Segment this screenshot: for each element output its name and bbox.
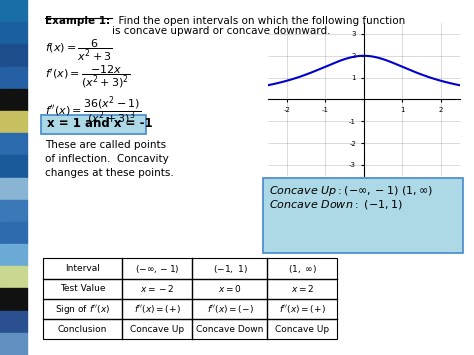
Text: Concave Up: Concave Up — [275, 325, 329, 334]
Text: $(-1,\ 1)$: $(-1,\ 1)$ — [212, 263, 247, 274]
Text: $f'(x) = \dfrac{-12x}{(x^2+3)^2}$: $f'(x) = \dfrac{-12x}{(x^2+3)^2}$ — [45, 64, 130, 90]
Text: $x = 0$: $x = 0$ — [218, 283, 242, 294]
Text: Concave Down: Concave Down — [196, 325, 264, 334]
Text: $f''(x) = (+)$: $f''(x) = (+)$ — [134, 303, 181, 315]
Text: Find the open intervals on which the following function: Find the open intervals on which the fol… — [112, 16, 406, 26]
Text: $x = -2$: $x = -2$ — [140, 283, 174, 294]
Text: $f''(x) = \dfrac{36(x^2-1)}{(x^2+3)^3}$: $f''(x) = \dfrac{36(x^2-1)}{(x^2+3)^3}$ — [45, 94, 141, 127]
Text: $(1,\ \infty)$: $(1,\ \infty)$ — [288, 263, 317, 274]
Text: $f(x) = \dfrac{6}{x^2+3}$: $f(x) = \dfrac{6}{x^2+3}$ — [45, 37, 113, 62]
Text: These are called points
of inflection.  Concavity
changes at these points.: These are called points of inflection. C… — [45, 140, 174, 178]
Text: $x = 2$: $x = 2$ — [291, 283, 314, 294]
Text: is concave upward or concave downward.: is concave upward or concave downward. — [112, 26, 331, 36]
Text: Sign of $f''(x)$: Sign of $f''(x)$ — [55, 302, 110, 316]
Text: Interval: Interval — [65, 264, 100, 273]
Text: $\it{Concave\ Up:}$$\it{(-\infty, -1)\ (1, \infty)}$: $\it{Concave\ Up:}$$\it{(-\infty, -1)\ (… — [269, 184, 433, 198]
Text: $f''(x) = (+)$: $f''(x) = (+)$ — [279, 303, 326, 315]
Text: $(-\infty, -1)$: $(-\infty, -1)$ — [135, 263, 180, 274]
Text: $f''(x) = (-)$: $f''(x) = (-)$ — [207, 303, 253, 315]
Text: Concave Up: Concave Up — [130, 325, 184, 334]
Text: Example 1:: Example 1: — [45, 16, 110, 26]
Text: Conclusion: Conclusion — [58, 325, 107, 334]
Text: $\it{Concave\ Down:\ (-1, 1)}$: $\it{Concave\ Down:\ (-1, 1)}$ — [269, 198, 403, 211]
Text: Test Value: Test Value — [60, 284, 105, 293]
Text: x = 1 and x = -1: x = 1 and x = -1 — [47, 118, 153, 130]
